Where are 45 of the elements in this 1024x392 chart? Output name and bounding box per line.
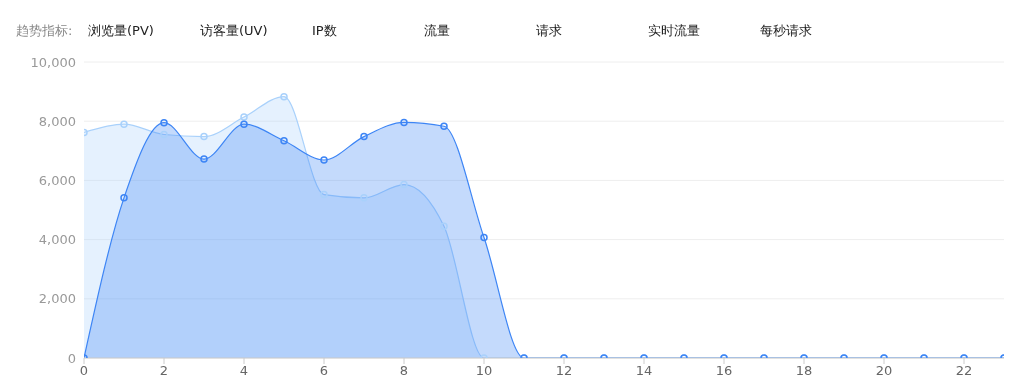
x-tick-label: 4 <box>239 363 249 379</box>
x-tick-label: 0 <box>79 363 89 379</box>
x-tick-label: 22 <box>955 363 973 379</box>
point <box>200 132 208 141</box>
x-tick-label: 12 <box>555 363 573 379</box>
x-tick-label: 18 <box>795 363 813 379</box>
y-tick-label: 10,000 <box>30 54 76 70</box>
point <box>360 194 368 202</box>
y-tick-label: 8,000 <box>38 113 76 129</box>
point <box>480 233 488 242</box>
point <box>160 118 168 127</box>
y-tick-label: 2,000 <box>38 291 76 307</box>
x-tick-label: 8 <box>399 363 409 379</box>
point <box>120 120 128 128</box>
point <box>440 222 448 231</box>
point <box>320 156 328 164</box>
point <box>240 120 248 128</box>
point <box>440 122 448 130</box>
point <box>280 92 288 101</box>
text: IP数 <box>312 22 337 40</box>
x-tick-label: 6 <box>319 363 329 379</box>
point <box>120 194 128 202</box>
text: 流量 <box>424 22 450 40</box>
point <box>360 132 368 141</box>
point <box>320 190 328 199</box>
text: 每秒请求 <box>760 22 812 40</box>
x-tick-label: 20 <box>875 363 893 379</box>
point <box>280 136 288 145</box>
text: 浏览量(PV) <box>88 22 154 40</box>
text: 趋势指标: <box>16 22 73 40</box>
x-tick-label: 2 <box>159 363 169 379</box>
text: 访客量(UV) <box>200 22 268 40</box>
point <box>400 180 408 189</box>
point <box>160 130 168 139</box>
point <box>240 113 248 121</box>
text: 实时流量 <box>648 22 700 40</box>
y-tick-label: 0 <box>67 350 76 366</box>
x-tick-label: 14 <box>635 363 653 379</box>
x-tick-label: 10 <box>475 363 493 379</box>
y-tick-label: 4,000 <box>38 232 76 248</box>
x-tick-label: 16 <box>715 363 733 379</box>
point <box>200 155 208 163</box>
y-tick-label: 6,000 <box>38 173 76 189</box>
text: 请求 <box>536 22 562 40</box>
point <box>400 118 408 127</box>
